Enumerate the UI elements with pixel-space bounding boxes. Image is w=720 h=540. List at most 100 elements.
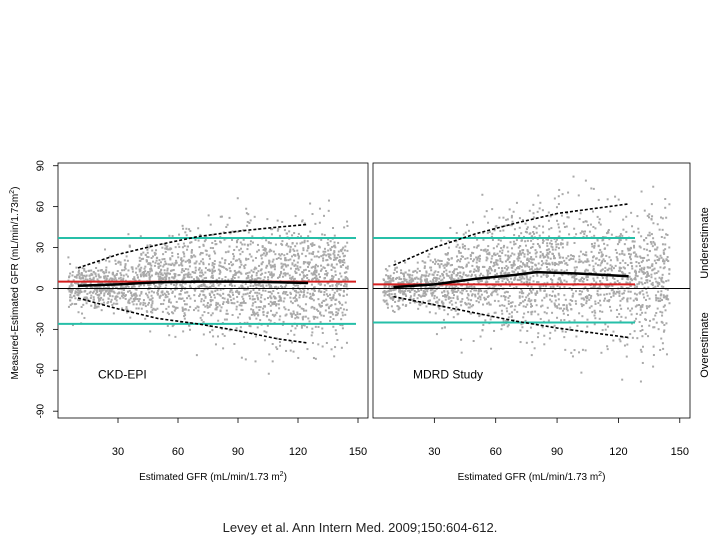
scatter-point — [586, 325, 589, 328]
scatter-point — [269, 242, 272, 245]
scatter-point — [120, 284, 123, 287]
scatter-point — [490, 261, 493, 264]
scatter-point — [493, 264, 496, 267]
citation: Levey et al. Ann Intern Med. 2009;150:60… — [222, 520, 498, 535]
scatter-point — [606, 345, 609, 348]
scatter-point — [209, 223, 212, 226]
scatter-point — [385, 299, 388, 302]
scatter-point — [245, 288, 248, 291]
scatter-point — [575, 302, 578, 305]
scatter-point — [338, 261, 341, 264]
scatter-point — [264, 289, 267, 292]
scatter-point — [606, 348, 609, 351]
scatter-point — [165, 307, 168, 310]
scatter-point — [93, 306, 96, 309]
scatter-point — [641, 311, 644, 314]
scatter-point — [656, 223, 659, 226]
scatter-point — [114, 277, 117, 280]
scatter-point — [134, 292, 137, 295]
scatter-point — [472, 304, 475, 307]
scatter-point — [501, 269, 504, 272]
scatter-point — [594, 311, 597, 314]
scatter-point — [317, 343, 320, 346]
scatter-point — [647, 286, 650, 289]
scatter-point — [479, 280, 482, 283]
scatter-point — [129, 316, 132, 319]
scatter-point — [396, 276, 399, 279]
scatter-point — [200, 300, 203, 303]
scatter-point — [507, 302, 510, 305]
scatter-point — [270, 286, 273, 289]
scatter-point — [643, 272, 646, 275]
scatter-point — [582, 297, 585, 300]
scatter-point — [175, 279, 178, 282]
scatter-point — [656, 307, 659, 310]
scatter-point — [631, 267, 634, 270]
scatter-point — [643, 256, 646, 259]
scatter-point — [240, 301, 243, 304]
scatter-point — [556, 306, 559, 309]
scatter-point — [436, 274, 439, 277]
scatter-point — [491, 255, 494, 258]
y-tick-label: -90 — [36, 404, 47, 419]
scatter-point — [211, 284, 214, 287]
scatter-point — [434, 270, 437, 273]
scatter-point — [251, 298, 254, 301]
scatter-point — [629, 297, 632, 300]
scatter-point — [184, 291, 187, 294]
scatter-point — [267, 276, 270, 279]
scatter-point — [115, 302, 118, 305]
scatter-point — [300, 307, 303, 310]
scatter-point — [521, 275, 524, 278]
scatter-point — [601, 276, 604, 279]
scatter-point — [507, 300, 510, 303]
scatter-point — [606, 299, 609, 302]
scatter-point — [171, 325, 174, 328]
scatter-point — [152, 283, 155, 286]
scatter-point — [650, 276, 653, 279]
scatter-point — [557, 247, 560, 250]
scatter-point — [218, 304, 221, 307]
scatter-point — [339, 288, 342, 291]
scatter-point — [547, 248, 550, 251]
scatter-point — [175, 300, 178, 303]
scatter-point — [546, 281, 549, 284]
scatter-point — [571, 295, 574, 298]
scatter-point — [100, 309, 103, 312]
scatter-point — [530, 299, 533, 302]
scatter-point — [513, 253, 516, 256]
scatter-point — [386, 306, 389, 309]
scatter-point — [467, 294, 470, 297]
scatter-point — [460, 266, 463, 269]
scatter-point — [409, 295, 412, 298]
scatter-point — [292, 248, 295, 251]
scatter-point — [176, 253, 179, 256]
scatter-point — [661, 321, 664, 324]
scatter-point — [209, 294, 212, 297]
scatter-point — [146, 310, 149, 313]
scatter-point — [118, 291, 121, 294]
scatter-point — [522, 316, 525, 319]
scatter-point — [399, 291, 402, 294]
scatter-point — [147, 256, 150, 259]
scatter-point — [663, 262, 666, 265]
scatter-point — [108, 290, 111, 293]
scatter-point — [315, 271, 318, 274]
scatter-point — [97, 273, 100, 276]
scatter-point — [535, 272, 538, 275]
scatter-point — [507, 296, 510, 299]
scatter-point — [171, 234, 174, 237]
scatter-point — [663, 260, 666, 263]
scatter-point — [314, 357, 317, 360]
scatter-point — [652, 185, 655, 188]
scatter-point — [607, 229, 610, 232]
scatter-point — [651, 263, 654, 266]
scatter-point — [124, 263, 127, 266]
scatter-point — [412, 279, 415, 282]
scatter-point — [219, 261, 222, 264]
scatter-point — [310, 334, 313, 337]
scatter-point — [536, 336, 539, 339]
scatter-point — [668, 246, 671, 249]
scatter-point — [111, 273, 114, 276]
scatter-point — [628, 256, 631, 259]
